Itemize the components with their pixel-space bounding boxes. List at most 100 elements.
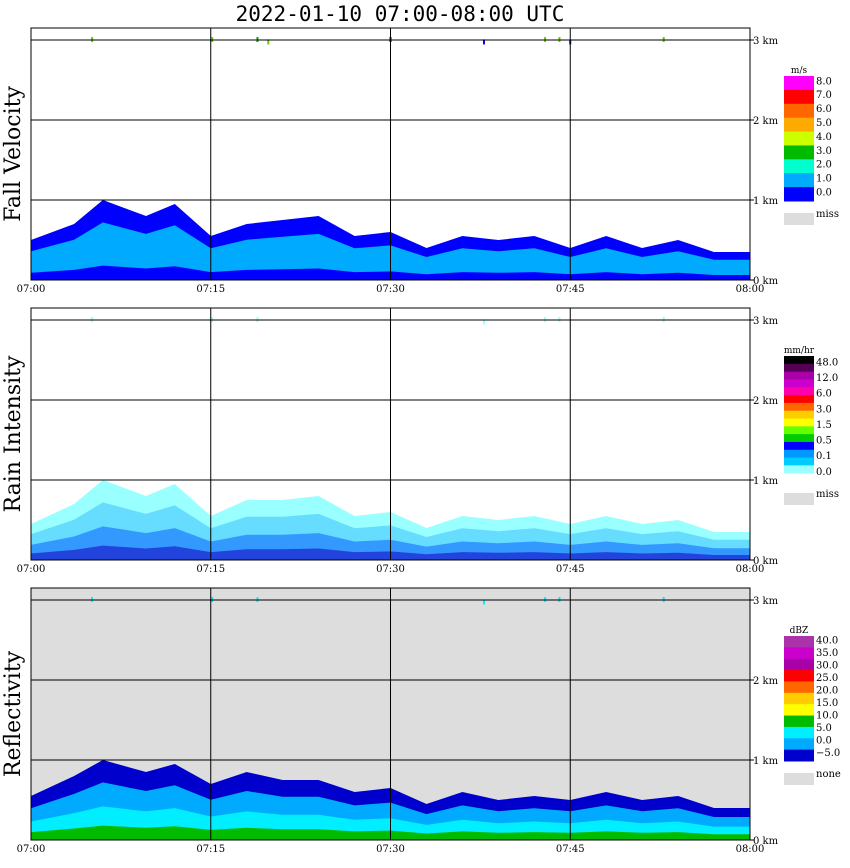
colorbar-label: −5.0: [816, 748, 840, 759]
colorbar-label: 30.0: [816, 661, 838, 672]
colorbar-label: 1.0: [816, 174, 832, 185]
panel-3: 3 km 2 km 1 km 0 km 07:00 07:15 07:30 07:45 08:0…: [1, 587, 841, 855]
colorbar-swatch: [784, 647, 814, 660]
colorbar-label: 5.0: [816, 118, 832, 129]
y-tick-label: 3 km: [753, 36, 779, 47]
echo-speck: [482, 319, 485, 325]
colorbar-swatch: [784, 465, 814, 474]
colorbar-label: 6.0: [816, 104, 832, 115]
x-tick-label: 07:45: [556, 844, 585, 855]
colorbar-swatch: [784, 426, 814, 435]
y-tick-label: 3 km: [753, 316, 779, 327]
plot-frame: [30, 27, 751, 281]
colorbar-swatch: [784, 636, 814, 648]
colorbar-swatch: [784, 145, 814, 160]
colorbar-swatch: [784, 89, 814, 105]
colorbar-unit: mm/hr: [784, 346, 815, 356]
colorbar-miss-label: miss: [816, 209, 839, 220]
y-tick-label: 1 km: [753, 476, 779, 487]
colorbar-label: 0.5: [816, 436, 832, 447]
colorbar-swatch: [784, 187, 814, 202]
colorbar-miss-label: none: [816, 769, 841, 780]
panel-2: 3 km 2 km 1 km 0 km 07:00 07:15 07:30 07:45 08:0…: [1, 307, 839, 575]
x-tick-label: 07:30: [376, 284, 405, 295]
x-tick-label: 08:00: [736, 564, 765, 575]
x-tick-label: 08:00: [736, 844, 765, 855]
plot-frame: [30, 307, 751, 561]
x-tick-label: 07:45: [556, 564, 585, 575]
colorbar-swatch: [784, 749, 814, 762]
y-tick-label: 1 km: [753, 196, 779, 207]
colorbar-label: 35.0: [816, 648, 838, 659]
colorbar-swatch: [784, 692, 814, 705]
colorbar-label: 3.0: [816, 146, 832, 157]
colorbar-swatch: [784, 658, 814, 671]
colorbar-swatch: [784, 131, 814, 146]
colorbar-swatch: [784, 670, 814, 682]
panel-1: 3 km 2 km 1 km 0 km 07:00 07:15 07:30 07:45 08:0…: [1, 27, 839, 295]
x-tick-label: 07:45: [556, 284, 585, 295]
colorbar-label: 0.0: [816, 187, 832, 198]
y-tick-label: 2 km: [753, 396, 779, 407]
colorbar-swatch: [784, 410, 814, 419]
y-tick-label: 0 km: [753, 276, 779, 287]
colorbar-swatch: [784, 103, 814, 119]
plot-frame: [30, 587, 751, 841]
panel-ylabel: Fall Velocity: [1, 86, 26, 222]
colorbar-swatch: [784, 738, 814, 751]
echo-speck: [267, 39, 270, 45]
colorbar-swatch: [784, 704, 814, 717]
colorbar-swatch: [784, 387, 814, 396]
colorbar-label: 2.0: [816, 160, 832, 171]
colorbar-label: 15.0: [816, 698, 838, 709]
x-tick-label: 07:00: [17, 564, 46, 575]
colorbar-swatch: [784, 715, 814, 728]
echo-speck: [482, 599, 485, 605]
colorbar-miss-swatch: [784, 213, 814, 225]
colorbar-swatch: [784, 76, 814, 91]
colorbar-swatch: [784, 117, 814, 133]
colorbar-unit: m/s: [791, 66, 808, 76]
colorbar-label: 4.0: [816, 132, 832, 143]
colorbar-swatch: [784, 379, 814, 388]
colorbar-swatch: [784, 159, 814, 174]
colorbar-swatch: [784, 395, 814, 404]
colorbar-swatch: [784, 418, 814, 427]
colorbar-swatch: [784, 449, 814, 459]
y-tick-label: 1 km: [753, 756, 779, 767]
colorbar-swatch: [784, 473, 814, 482]
colorbar-swatch: [784, 356, 814, 365]
colorbar-label: 40.0: [816, 636, 838, 647]
colorbar-swatch: [784, 441, 814, 451]
colorbar-label: 3.0: [816, 404, 832, 415]
colorbar-swatch: [784, 434, 814, 443]
colorbar-label: 6.0: [816, 389, 832, 400]
y-tick-label: 2 km: [753, 116, 779, 127]
y-tick-label: 0 km: [753, 556, 779, 567]
colorbar-label: 25.0: [816, 673, 838, 684]
colorbar-unit: dBZ: [790, 626, 809, 636]
colorbar-label: 1.5: [816, 420, 832, 431]
colorbar-label: 12.0: [816, 373, 838, 384]
colorbar-swatch: [784, 726, 814, 739]
colorbar-label: 5.0: [816, 723, 832, 734]
colorbar-label: 0.0: [816, 467, 832, 478]
colorbar-label: 20.0: [816, 686, 838, 697]
colorbar-label: 8.0: [816, 76, 832, 87]
x-tick-label: 07:15: [196, 564, 225, 575]
colorbar-label: 10.0: [816, 711, 838, 722]
x-tick-label: 07:15: [196, 284, 225, 295]
colorbar-swatch: [784, 457, 814, 466]
x-tick-label: 07:15: [196, 844, 225, 855]
colorbar-swatch: [784, 363, 814, 373]
y-tick-label: 3 km: [753, 596, 779, 607]
chart-title: 2022-01-10 07:00-08:00 UTC: [235, 2, 565, 26]
colorbar-swatch: [784, 402, 814, 412]
colorbar-label: 48.0: [816, 357, 838, 368]
panel-ylabel: Reflectivity: [1, 650, 26, 777]
colorbar-label: 7.0: [816, 90, 832, 101]
colorbar-miss-swatch: [784, 493, 814, 505]
x-tick-label: 07:00: [17, 844, 46, 855]
colorbar-miss-label: miss: [816, 489, 839, 500]
